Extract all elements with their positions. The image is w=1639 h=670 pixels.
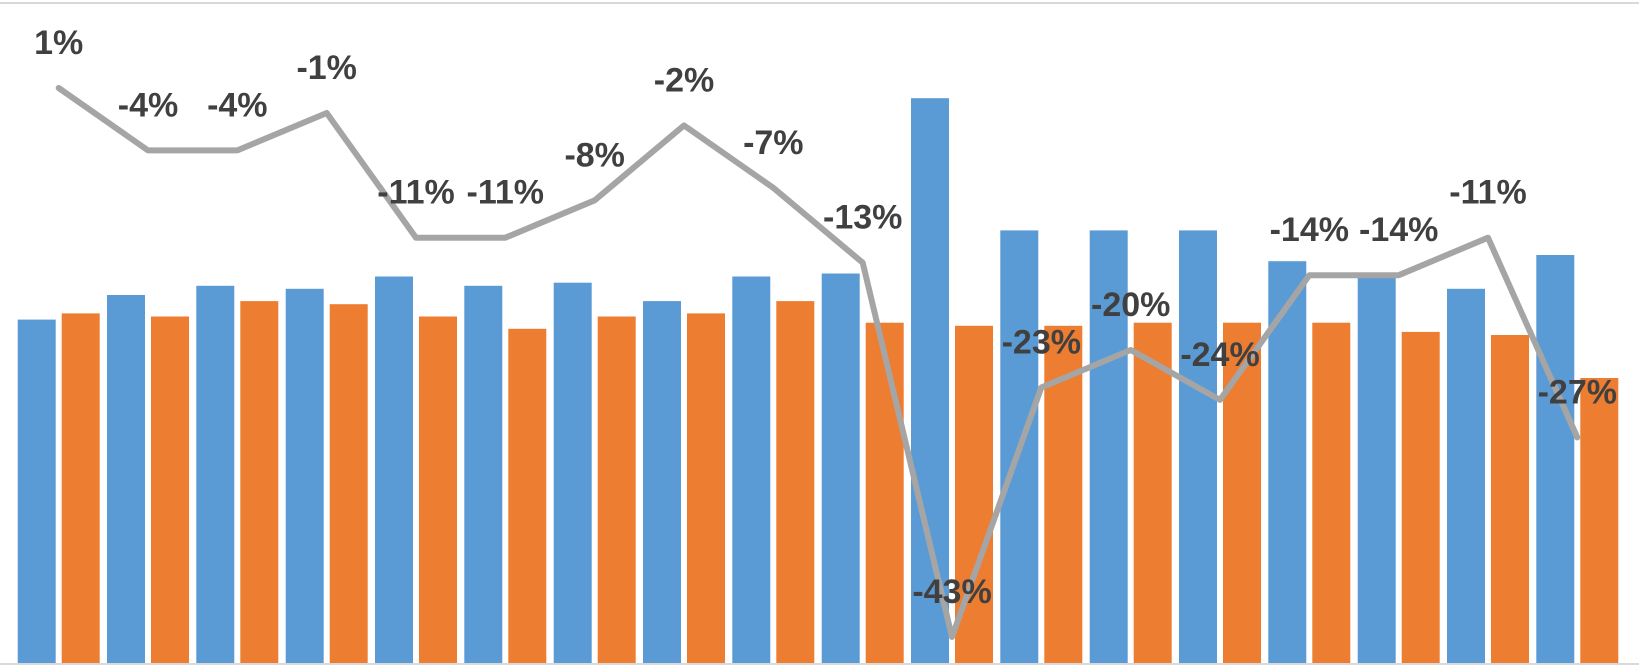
data-label-layer: 1% -4% -4% -1% -11% -11% -8% -2% -7% -13% -43% -23%… [34, 24, 1617, 611]
line-series-change [55, 85, 1581, 640]
bar-orange-3 [240, 301, 279, 664]
bar-orange-7 [597, 316, 636, 664]
bar-orange-9 [776, 301, 815, 664]
line-data-label-10: -13% [823, 199, 902, 237]
bar-orange-2 [151, 316, 189, 664]
bar-blue-3 [196, 285, 235, 664]
line-data-label-17: -11% [1449, 174, 1527, 212]
bar-blue-14 [1179, 230, 1217, 664]
bar-blue-8 [643, 301, 681, 664]
line-data-label-7: -8% [564, 136, 624, 174]
line-data-label-1: 1% [34, 24, 83, 62]
bar-orange-10 [865, 322, 904, 664]
line-data-label-11: -43% [912, 573, 991, 611]
bar-orange-15 [1312, 322, 1351, 664]
bar-blue-4 [285, 288, 324, 664]
bar-blue-10 [821, 273, 860, 664]
line-data-label-3: -4% [207, 86, 267, 124]
line-layer [55, 85, 1581, 640]
line-data-label-18: -27% [1538, 373, 1617, 411]
bar-blue-2 [107, 295, 145, 664]
bar-blue-18 [1536, 255, 1575, 664]
bar-orange-13 [1133, 322, 1172, 664]
line-data-label-14: -24% [1180, 336, 1259, 374]
line-data-label-5: -11% [377, 174, 455, 212]
line-data-label-8: -2% [654, 61, 714, 99]
bar-orange-1 [61, 313, 100, 664]
bar-blue-17 [1447, 288, 1485, 664]
bar-blue-6 [464, 285, 503, 664]
bar-orange-4 [329, 304, 368, 664]
bar-blue-9 [732, 276, 771, 664]
line-data-label-13: -20% [1091, 286, 1170, 324]
bar-blue-7 [553, 282, 592, 664]
line-data-label-9: -7% [743, 124, 803, 162]
line-data-label-6: -11% [467, 174, 545, 212]
bar-orange-8 [687, 313, 725, 664]
bar-orange-6 [508, 328, 547, 664]
bar-blue-5 [375, 276, 413, 664]
bar-orange-16 [1401, 331, 1440, 664]
bar-orange-18 [1580, 378, 1619, 664]
line-data-label-12: -23% [1002, 324, 1081, 362]
bar-blue-13 [1089, 230, 1128, 664]
bar-blue-1 [17, 319, 56, 664]
line-data-label-4: -1% [296, 49, 356, 87]
bar-orange-14 [1223, 322, 1261, 664]
line-data-label-15: -14% [1270, 211, 1349, 249]
line-data-label-16: -14% [1359, 211, 1438, 249]
bar-blue-11 [911, 98, 949, 664]
bar-layer [17, 98, 1619, 665]
bar-orange-17 [1491, 335, 1529, 664]
bar-orange-5 [419, 316, 457, 664]
bar-blue-16 [1357, 276, 1396, 664]
line-data-label-2: -4% [118, 86, 178, 124]
